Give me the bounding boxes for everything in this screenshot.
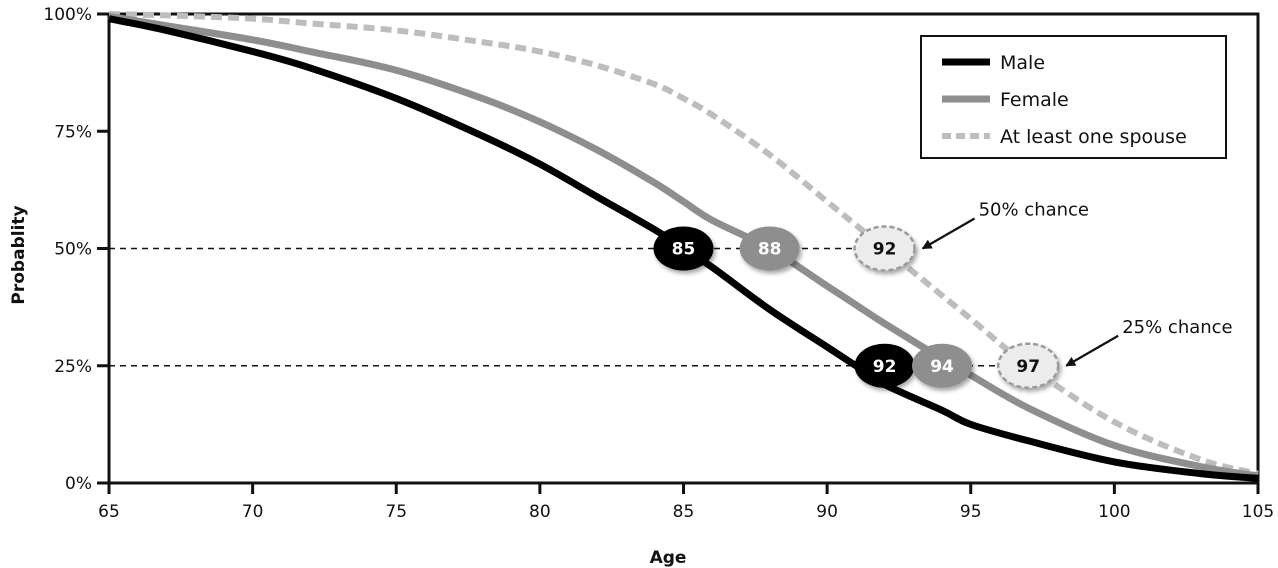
x-axis-title: Age [650,548,687,568]
marker-ellipse [912,343,973,388]
age-markers: 85 88 92 92 94 97 [653,225,1060,389]
x-tick-label: 75 [385,502,407,522]
x-tick-label: 80 [529,502,551,522]
marker-male: 85 [653,226,714,271]
x-axis: 65 70 75 80 85 90 95 100 105 [98,483,1274,522]
marker-female: 88 [739,226,800,271]
callout-arrow [1065,334,1119,367]
marker-ellipse [739,226,800,271]
marker-label: 85 [672,240,696,260]
marker-ellipse [653,226,714,271]
x-tick-label: 95 [960,502,982,522]
y-tick-label: 100% [43,5,92,25]
series-line-male [108,15,1259,482]
marker-label: 92 [873,240,897,260]
x-tick-label: 90 [816,502,838,522]
callout-label: 25% chance [1122,317,1232,338]
marker-label: 94 [930,357,954,377]
marker-at-least-one-spouse: 92 [853,225,916,272]
x-tick-label: 85 [673,502,695,522]
x-tick-label: 65 [98,502,120,522]
marker-label: 97 [1016,357,1040,377]
y-axis-title: Probablity [9,205,29,304]
marker-label: 92 [873,357,897,377]
x-tick-label: 105 [1242,502,1274,522]
legend: Male Female At least one spouse [920,35,1227,159]
marker-female: 94 [912,343,973,388]
series-line-female [108,12,1259,480]
marker-ellipse [853,225,916,272]
callout-arrow [921,217,976,250]
x-tick-label: 70 [242,502,264,522]
marker-male: 92 [854,343,915,388]
marker-ellipse [854,343,915,388]
legend-label-at-least-one-spouse: At least one spouse [1000,126,1187,148]
marker-at-least-one-spouse: 97 [996,342,1060,389]
reference-lines [109,247,1029,367]
y-tick-label: 25% [54,357,92,377]
callout-annotations: 50% chance 25% chance [921,200,1233,367]
marker-label: 88 [758,240,782,260]
legend-label-male: Male [1000,52,1045,74]
y-tick-label: 75% [54,122,92,142]
x-tick-label: 100 [1098,502,1130,522]
y-tick-label: 0% [65,474,92,494]
callout-label: 50% chance [979,200,1089,221]
y-axis: 0% 25% 50% 75% 100% [43,5,109,494]
legend-label-female: Female [1000,89,1069,111]
y-tick-label: 50% [54,240,92,260]
marker-ellipse [996,342,1060,389]
